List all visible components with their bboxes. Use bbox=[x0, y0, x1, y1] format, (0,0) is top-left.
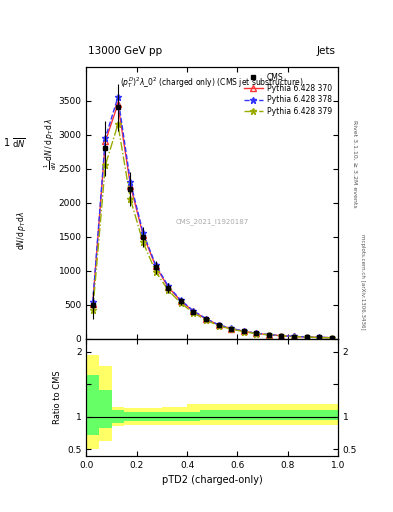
Pythia 6.428 379 bbox=[191, 310, 196, 316]
Pythia 6.428 379 bbox=[103, 162, 108, 168]
Text: Rivet 3.1.10, ≥ 3.2M events: Rivet 3.1.10, ≥ 3.2M events bbox=[352, 120, 357, 208]
Text: Jets: Jets bbox=[317, 46, 336, 56]
Pythia 6.428 378 bbox=[141, 230, 145, 236]
Pythia 6.428 379 bbox=[178, 300, 183, 306]
Pythia 6.428 379 bbox=[116, 121, 120, 127]
Pythia 6.428 378 bbox=[166, 283, 171, 289]
Pythia 6.428 370 bbox=[317, 334, 321, 340]
Pythia 6.428 379 bbox=[229, 326, 233, 332]
Legend: CMS, Pythia 6.428 370, Pythia 6.428 378, Pythia 6.428 379: CMS, Pythia 6.428 370, Pythia 6.428 378,… bbox=[242, 70, 334, 118]
Pythia 6.428 370 bbox=[103, 138, 108, 144]
Text: $\mathrm{d}N / \mathrm{d}\,p_T\,\mathrm{d}\lambda$: $\mathrm{d}N / \mathrm{d}\,p_T\,\mathrm{… bbox=[15, 211, 28, 250]
Text: $\frac{1}{\mathrm{d}N}\,\mathrm{d}N\,/\,\mathrm{d}\,p_T\,\mathrm{d}\,\lambda$: $\frac{1}{\mathrm{d}N}\,\mathrm{d}N\,/\,… bbox=[43, 117, 59, 169]
Pythia 6.428 378 bbox=[178, 297, 183, 303]
Text: CMS_2021_I1920187: CMS_2021_I1920187 bbox=[176, 219, 249, 225]
Pythia 6.428 379 bbox=[216, 323, 221, 329]
Y-axis label: Ratio to CMS: Ratio to CMS bbox=[53, 371, 62, 424]
Pythia 6.428 370 bbox=[153, 263, 158, 269]
Pythia 6.428 379 bbox=[304, 334, 309, 340]
Pythia 6.428 378 bbox=[304, 334, 309, 340]
Pythia 6.428 370 bbox=[329, 334, 334, 340]
Pythia 6.428 378 bbox=[329, 334, 334, 340]
Pythia 6.428 378 bbox=[292, 333, 296, 339]
Pythia 6.428 370 bbox=[191, 308, 196, 314]
Pythia 6.428 370 bbox=[266, 332, 271, 338]
Pythia 6.428 378 bbox=[317, 334, 321, 340]
Text: $\overline{\mathrm{d}N}$: $\overline{\mathrm{d}N}$ bbox=[12, 136, 26, 151]
Pythia 6.428 379 bbox=[292, 333, 296, 339]
Text: $(p_T^D)^2\lambda\_0^2$ (charged only) (CMS jet substructure): $(p_T^D)^2\lambda\_0^2$ (charged only) (… bbox=[120, 75, 304, 90]
Pythia 6.428 370 bbox=[128, 183, 133, 189]
Text: 1: 1 bbox=[4, 138, 10, 148]
Pythia 6.428 378 bbox=[90, 299, 95, 305]
Pythia 6.428 378 bbox=[279, 333, 284, 339]
Pythia 6.428 378 bbox=[254, 330, 259, 336]
Pythia 6.428 370 bbox=[141, 232, 145, 238]
Text: mcplots.cern.ch [arXiv:1306.3436]: mcplots.cern.ch [arXiv:1306.3436] bbox=[360, 234, 365, 329]
Pythia 6.428 378 bbox=[229, 325, 233, 331]
Pythia 6.428 370 bbox=[216, 322, 221, 328]
Pythia 6.428 370 bbox=[304, 334, 309, 340]
Pythia 6.428 370 bbox=[204, 316, 208, 322]
Pythia 6.428 370 bbox=[166, 284, 171, 290]
X-axis label: pTD2 (charged-only): pTD2 (charged-only) bbox=[162, 475, 263, 485]
Pythia 6.428 370 bbox=[116, 101, 120, 107]
Pythia 6.428 378 bbox=[103, 135, 108, 141]
Pythia 6.428 379 bbox=[166, 287, 171, 293]
Pythia 6.428 379 bbox=[128, 196, 133, 202]
Pythia 6.428 378 bbox=[128, 179, 133, 185]
Text: 13000 GeV pp: 13000 GeV pp bbox=[88, 46, 163, 56]
Pythia 6.428 378 bbox=[241, 328, 246, 334]
Pythia 6.428 379 bbox=[153, 268, 158, 274]
Pythia 6.428 370 bbox=[178, 298, 183, 304]
Line: Pythia 6.428 370: Pythia 6.428 370 bbox=[90, 101, 334, 340]
Pythia 6.428 379 bbox=[141, 239, 145, 245]
Pythia 6.428 370 bbox=[229, 326, 233, 332]
Pythia 6.428 370 bbox=[254, 330, 259, 336]
Pythia 6.428 379 bbox=[204, 317, 208, 323]
Pythia 6.428 378 bbox=[153, 262, 158, 268]
Pythia 6.428 370 bbox=[292, 333, 296, 339]
Pythia 6.428 378 bbox=[204, 315, 208, 322]
Pythia 6.428 378 bbox=[116, 94, 120, 100]
Line: Pythia 6.428 378: Pythia 6.428 378 bbox=[90, 94, 335, 341]
Pythia 6.428 379 bbox=[254, 331, 259, 337]
Pythia 6.428 378 bbox=[191, 308, 196, 314]
Pythia 6.428 370 bbox=[90, 301, 95, 307]
Pythia 6.428 379 bbox=[279, 333, 284, 339]
Pythia 6.428 379 bbox=[266, 332, 271, 338]
Pythia 6.428 370 bbox=[279, 333, 284, 339]
Pythia 6.428 378 bbox=[216, 322, 221, 328]
Pythia 6.428 370 bbox=[241, 328, 246, 334]
Pythia 6.428 379 bbox=[329, 335, 334, 341]
Pythia 6.428 379 bbox=[90, 307, 95, 313]
Line: Pythia 6.428 379: Pythia 6.428 379 bbox=[90, 121, 335, 341]
Pythia 6.428 379 bbox=[317, 334, 321, 340]
Pythia 6.428 379 bbox=[241, 329, 246, 335]
Pythia 6.428 378 bbox=[266, 332, 271, 338]
